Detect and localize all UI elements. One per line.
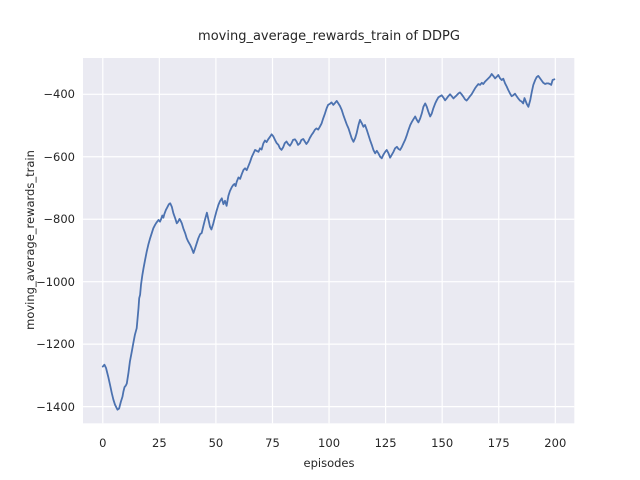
x-tick-label: 75 [265,436,280,450]
x-tick-label: 150 [431,436,454,450]
x-tick-label: 175 [487,436,510,450]
x-tick-label: 100 [318,436,341,450]
x-tick-label: 50 [208,436,224,450]
y-tick-label: −1000 [36,274,75,289]
x-tick-label: 25 [152,436,167,450]
y-tick-label: −600 [43,149,75,164]
chart-title: moving_average_rewards_train of DDPG [198,29,460,44]
y-tick-label: −1200 [36,337,75,352]
x-tick-label: 125 [374,436,397,450]
y-tick-label: −400 [43,87,75,102]
y-tick-label: −800 [43,212,75,227]
y-axis-label: moving_average_rewards_train [23,150,37,330]
x-tick-label: 200 [544,436,567,450]
x-axis-label: episodes [303,456,355,470]
y-tick-label: −1400 [36,399,75,414]
series-line [101,73,556,411]
x-tick-label: 0 [99,436,107,450]
